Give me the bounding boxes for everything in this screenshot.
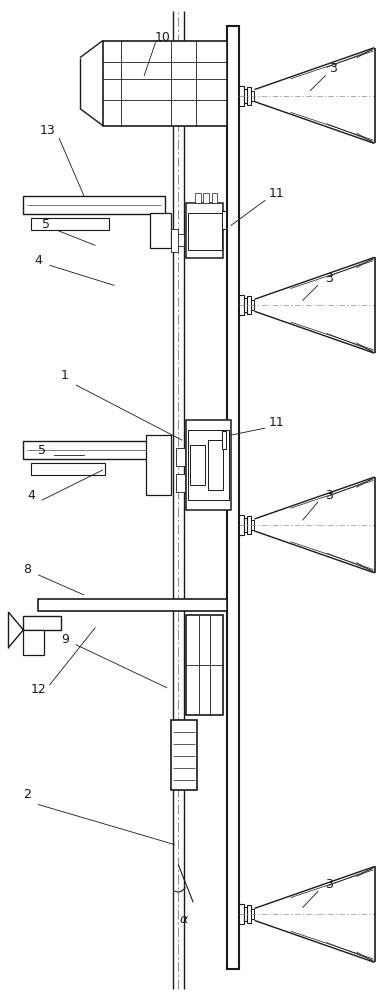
Bar [103,41,227,126]
Bar [251,91,254,101]
Bar [190,445,205,485]
Text: 4: 4 [34,254,42,267]
Text: 5: 5 [38,444,46,457]
Bar [247,87,251,105]
Bar [251,300,254,310]
Bar [251,520,254,530]
Text: 5: 5 [42,218,50,231]
Text: 13: 13 [40,124,56,137]
Bar [204,193,209,203]
Bar [23,630,44,655]
Bar [240,295,244,315]
Text: 3: 3 [329,62,337,75]
Bar [23,196,165,214]
Bar [227,26,239,969]
Bar [38,599,227,611]
Bar [177,234,184,246]
Bar [244,907,247,921]
Bar [240,515,244,535]
Bar [247,296,251,314]
Text: $\alpha$: $\alpha$ [179,913,189,926]
Text: 11: 11 [268,416,284,429]
Bar [240,904,244,924]
Bar [188,213,222,250]
Bar [240,86,244,106]
Bar [195,193,201,203]
Bar [186,203,224,258]
Bar [150,213,171,248]
Bar [244,298,247,312]
Text: 12: 12 [31,683,46,696]
Text: 4: 4 [27,489,35,502]
Bar [31,463,105,475]
Text: 1: 1 [61,369,69,382]
Bar [176,448,185,466]
Bar [222,431,226,449]
Text: 10: 10 [155,31,171,44]
Text: 8: 8 [23,563,31,576]
Text: 3: 3 [325,878,333,891]
Bar [222,211,226,229]
Bar [171,229,178,252]
Text: 2: 2 [23,788,31,801]
Bar [251,909,254,919]
Bar [176,474,185,492]
Bar [146,435,171,495]
Bar [188,430,229,500]
Bar [212,193,218,203]
Bar [247,516,251,534]
Bar [31,218,109,230]
Bar [186,420,231,510]
Bar [244,89,247,103]
Text: 11: 11 [268,187,284,200]
Bar [23,441,157,459]
Bar [208,440,224,490]
Text: 3: 3 [325,489,333,502]
Bar [23,616,61,630]
Text: 3: 3 [325,272,333,285]
Bar [247,905,251,923]
Bar [186,615,224,715]
Bar [171,720,197,790]
Bar [244,518,247,532]
Text: 9: 9 [61,633,69,646]
